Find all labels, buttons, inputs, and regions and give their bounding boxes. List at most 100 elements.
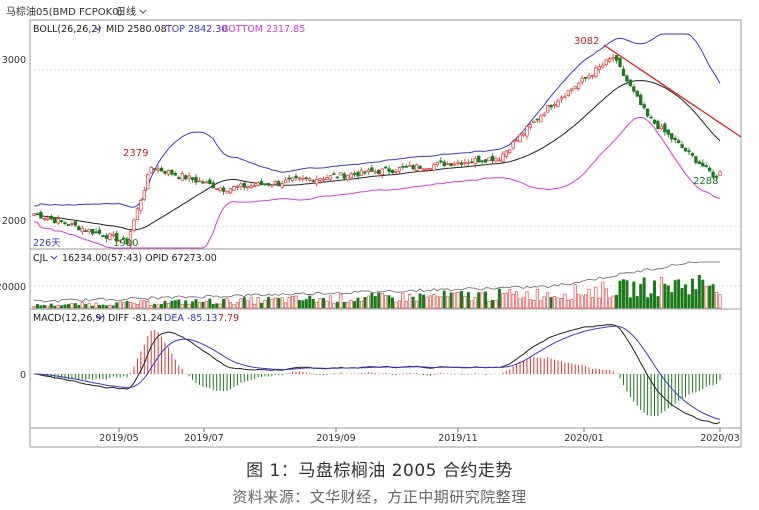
volume-bar (584, 294, 588, 309)
candle-body (425, 167, 429, 171)
volume-bar (104, 305, 108, 309)
volume-bar (284, 302, 288, 309)
candle-body (559, 97, 564, 100)
volume-bar (35, 304, 39, 309)
x-tick-label: 2019/11 (438, 433, 477, 444)
volume-bar (618, 280, 622, 309)
volume-bar (235, 302, 239, 309)
candle-body (225, 190, 229, 194)
volume-bar (70, 303, 74, 309)
period-dropdown-icon[interactable] (139, 9, 147, 14)
candle-body (294, 175, 298, 179)
cjl-label[interactable]: CJL (33, 253, 48, 264)
volume-bar (225, 297, 229, 309)
volume-bar (129, 301, 133, 309)
volume-bar (563, 293, 567, 309)
candle-body (611, 57, 615, 60)
volume-bar (525, 291, 529, 309)
candle-body (470, 161, 474, 164)
macd-dea-line (34, 325, 721, 420)
volume-bar (294, 295, 298, 309)
candle-body (390, 169, 395, 173)
volume-bar (377, 292, 381, 309)
boll-dropdown-icon[interactable] (94, 26, 102, 31)
candle-body (249, 185, 253, 188)
candle-body (287, 177, 291, 180)
boll-top: TOP 2842.30 (165, 24, 227, 35)
candle-body (587, 75, 591, 79)
candle-body (466, 162, 471, 165)
candle-body (401, 166, 405, 168)
x-tick-label: 2019/07 (184, 433, 223, 444)
volume-bar (80, 302, 84, 309)
candle-body (404, 165, 408, 168)
candle-body (235, 185, 240, 188)
volume-bar (601, 281, 605, 309)
volume-bar (287, 297, 291, 309)
candle-body (173, 173, 177, 176)
price-tick-3000: 3000 (2, 55, 26, 66)
candle-body (583, 76, 588, 79)
volume-bar (297, 300, 301, 309)
candle-body (697, 161, 701, 165)
boll-lower-band (33, 116, 721, 249)
candle-body (704, 165, 708, 167)
macd-dea: DEA -85.13 (164, 313, 217, 324)
volume-bar (442, 290, 446, 309)
candle-body (514, 139, 519, 142)
candle-body (318, 178, 322, 181)
volume-bar (370, 293, 374, 309)
candle-body (32, 213, 36, 216)
volume-bar (639, 284, 643, 309)
candle-body (108, 233, 112, 240)
volume-bar (718, 294, 722, 309)
volume-bar (215, 303, 219, 309)
cjl-dropdown-icon[interactable] (50, 255, 58, 260)
volume-bar (480, 292, 484, 309)
volume-bar (625, 280, 629, 309)
x-tick-label: 2019/05 (99, 433, 138, 444)
volume-bar (266, 297, 270, 309)
candle-body (90, 229, 95, 234)
volume-bar (711, 284, 715, 309)
candle-body (53, 217, 57, 223)
volume-bar (318, 297, 322, 309)
candle-body (463, 161, 467, 164)
period-label[interactable]: 日线 (116, 5, 136, 18)
volume-bar (49, 303, 53, 309)
volume-bar (39, 305, 43, 309)
volume-bar (422, 294, 426, 309)
candle-body (239, 183, 243, 187)
volume-bar (280, 297, 284, 309)
volume-bar (666, 285, 670, 309)
volume-bar (311, 299, 315, 309)
candle-body (242, 182, 246, 188)
volume-bar (308, 295, 312, 309)
volume-bar (522, 297, 526, 309)
volume-bar (635, 296, 639, 309)
candle-body (683, 147, 688, 152)
candle-body (494, 158, 498, 162)
macd-label[interactable]: MACD(12,26,9) (33, 313, 105, 324)
boll-label[interactable]: BOLL(26,26,2) (33, 24, 101, 35)
volume-bar (363, 296, 367, 309)
candle-body (308, 178, 312, 181)
volume-bar (663, 283, 667, 309)
candle-body (656, 120, 660, 130)
volume-bar (342, 301, 346, 309)
boll-bottom: BOTTOM 2317.85 (222, 24, 305, 35)
candle-body (349, 173, 353, 178)
volume-bar (228, 302, 232, 309)
volume-bar (122, 302, 126, 309)
candle-body (290, 177, 295, 181)
candle-body (508, 149, 512, 154)
volume-bar (404, 301, 408, 309)
candle-body (408, 164, 412, 167)
volume-bar (549, 297, 553, 309)
volume-bar (191, 301, 195, 309)
days-count-label: 226天 (33, 238, 61, 249)
candle-body (714, 175, 719, 178)
candle-body (180, 173, 184, 181)
candle-body (228, 188, 233, 194)
macd-dropdown-icon[interactable] (96, 315, 104, 320)
